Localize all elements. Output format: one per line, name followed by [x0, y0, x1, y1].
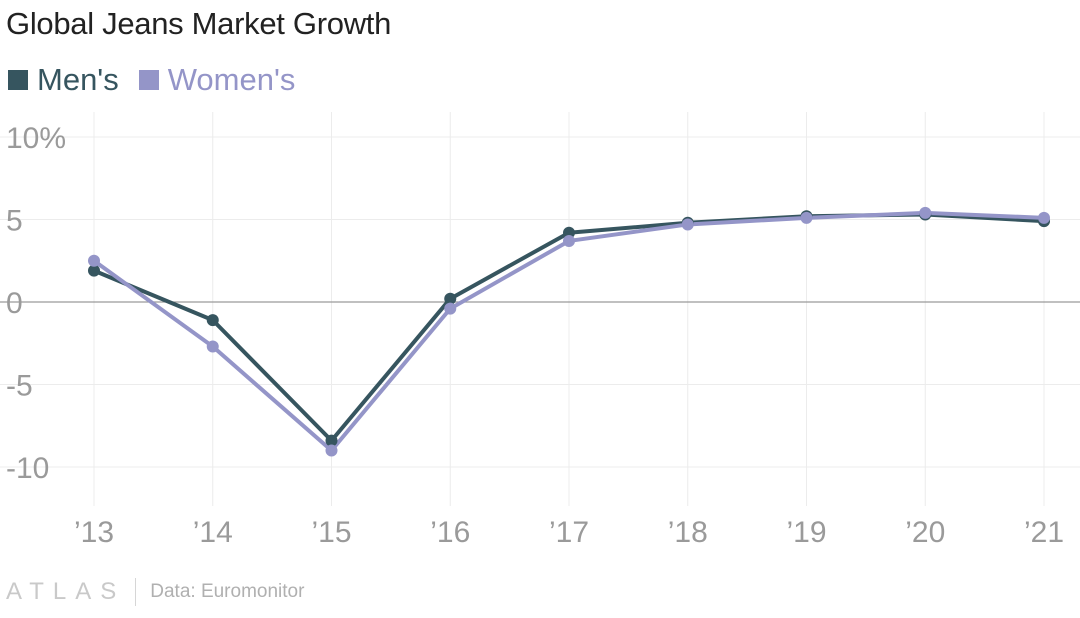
data-point-womens	[444, 302, 457, 315]
legend-item-mens: Men's	[8, 62, 119, 98]
legend-label-mens: Men's	[37, 62, 119, 97]
x-tick-label: ’20	[905, 516, 945, 549]
data-point-womens	[681, 218, 694, 231]
y-tick-label: -5	[6, 370, 33, 403]
x-tick-label: ’19	[786, 516, 826, 549]
data-point-mens	[206, 314, 219, 327]
data-point-mens	[88, 264, 100, 277]
y-axis-ticks: 10% 5 0 -5 -10	[6, 122, 66, 485]
y-tick-label: -10	[6, 452, 49, 485]
data-source: Data: Euromonitor	[150, 581, 305, 602]
data-point-womens	[1038, 211, 1050, 224]
data-point-womens	[800, 211, 813, 224]
x-tick-label: ’15	[311, 516, 351, 549]
x-tick-label: ’17	[549, 516, 589, 549]
x-tick-label: ’16	[430, 516, 470, 549]
data-point-mens	[325, 434, 338, 447]
y-tick-label: 10%	[6, 122, 66, 155]
y-tick-label: 0	[6, 287, 23, 320]
series-group	[88, 206, 1050, 457]
data-point-womens	[563, 234, 575, 247]
footer: ATLAS Data: Euromonitor	[6, 578, 304, 606]
data-point-womens	[206, 340, 219, 353]
data-point-womens	[919, 206, 932, 219]
x-tick-label: ’13	[74, 516, 114, 549]
data-point-womens	[325, 444, 338, 457]
legend-item-womens: Women's	[138, 62, 296, 98]
x-tick-label: ’21	[1024, 516, 1064, 549]
footer-divider	[135, 578, 137, 606]
x-axis-ticks: ’13 ’14 ’15 ’16 ’17 ’18 ’19 ’20 ’21	[74, 516, 1064, 549]
data-point-mens	[563, 226, 575, 239]
data-point-womens	[88, 254, 100, 267]
x-tick-label: ’18	[668, 516, 708, 549]
legend: Men's Women's	[8, 62, 315, 98]
atlas-logo: ATLAS	[6, 578, 126, 605]
legend-label-womens: Women's	[167, 62, 296, 97]
gridlines	[0, 112, 1080, 506]
chart-title: Global Jeans Market Growth	[6, 6, 392, 41]
y-tick-label: 5	[6, 205, 23, 238]
data-point-mens	[444, 292, 457, 305]
legend-swatch-mens	[8, 70, 28, 90]
legend-swatch-womens	[138, 70, 159, 90]
x-tick-label: ’14	[193, 516, 233, 549]
